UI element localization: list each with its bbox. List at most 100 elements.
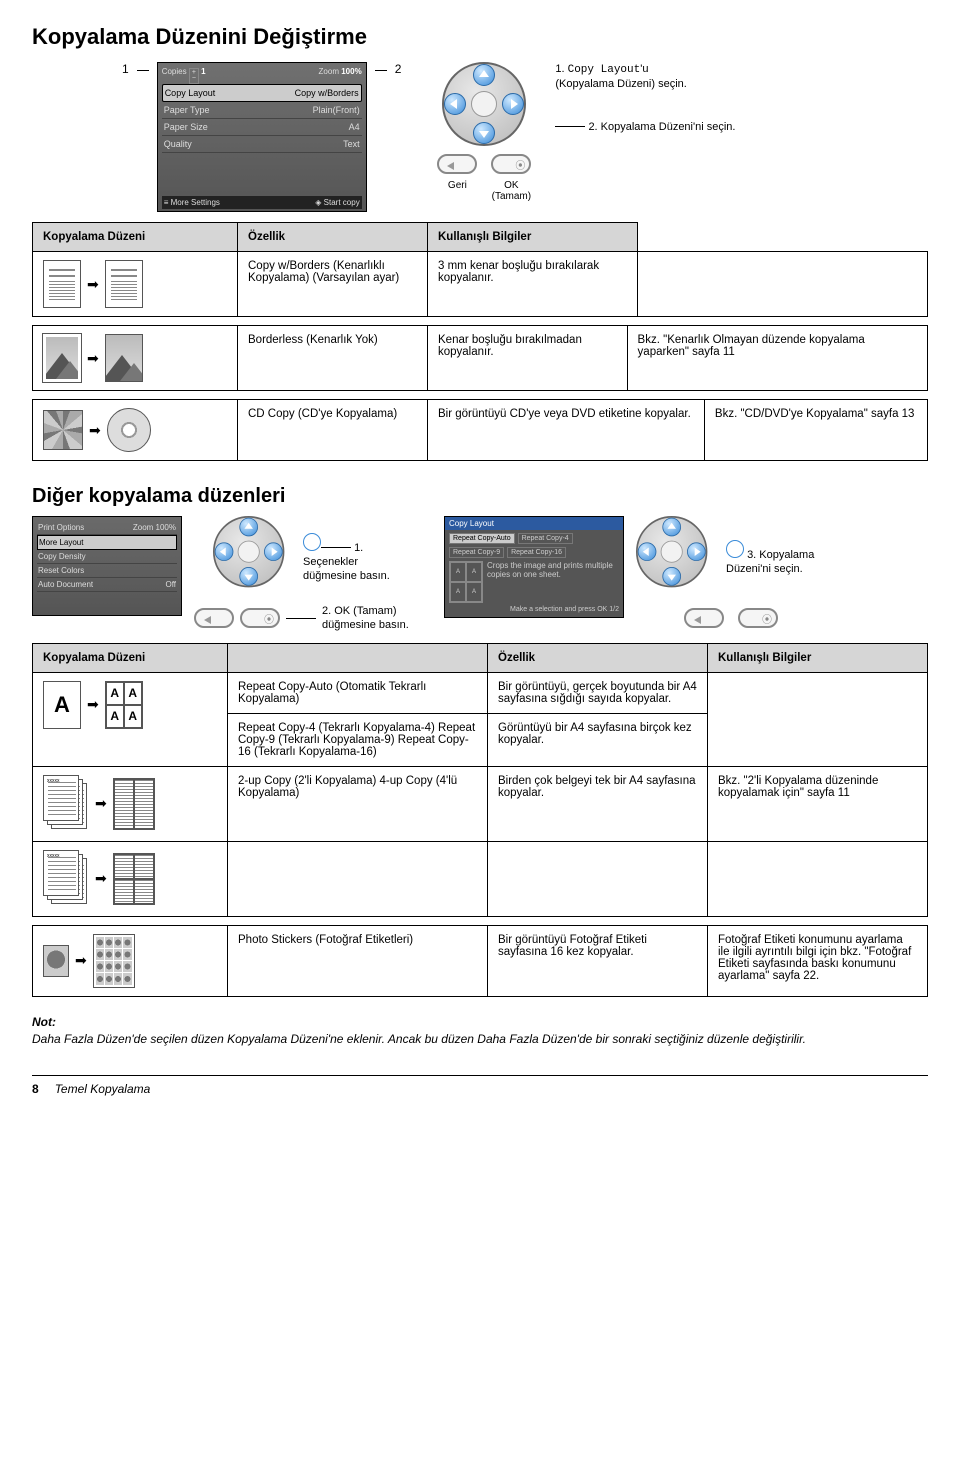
layout-name: 2-up Copy (2'li Kopyalama) 4-up Copy (4'… — [228, 766, 488, 841]
step2-caption: 2. OK (Tamam) düğmesine basın. — [322, 604, 432, 633]
page-thumb-icon — [43, 260, 81, 308]
sticker-sheet-icon — [93, 934, 135, 988]
arrow-right-icon: ➡ — [75, 952, 87, 969]
table-row: ➡ Copy w/Borders (Kenarlıklı Kopyalama) … — [33, 252, 928, 317]
photo-thumb-border-icon — [43, 334, 81, 382]
layout-feature: Bir görüntüyü CD'ye veya DVD etiketine k… — [428, 400, 705, 461]
popup-option: Repeat Copy-16 — [507, 547, 566, 558]
photo-thumb-icon — [105, 334, 143, 382]
page-number: 8 — [32, 1082, 39, 1096]
marker-2: 2 — [395, 62, 402, 76]
layout-feature: Bir görüntüyü, gerçek boyutunda bir A4 s… — [488, 672, 708, 713]
page-title: Kopyalama Düzenini Değiştirme — [32, 24, 928, 50]
lcd-copy-layout-label: Copy Layout — [165, 88, 216, 98]
table2-h3: Kullanışlı Bilgiler — [708, 643, 928, 672]
lcd-screen: Copies +− 1 Zoom 100% Copy Layout Copy w… — [157, 62, 367, 212]
popup-option: Repeat Copy-9 — [449, 547, 504, 558]
image-thumb-icon — [43, 410, 83, 450]
note-label: Not: — [32, 1015, 928, 1029]
lcd-zoom-label: Zoom — [319, 67, 339, 76]
layout-info: Bkz. "Kenarlık Olmayan düzende kopyalama… — [627, 326, 927, 391]
layout-name: CD Copy (CD'ye Kopyalama) — [238, 400, 428, 461]
table1-h1: Kopyalama Düzeni — [33, 223, 238, 252]
sticker-thumb-icon — [43, 945, 69, 977]
layout-table-1b: ➡ Borderless (Kenarlık Yok) Kenar boşluğ… — [32, 325, 928, 391]
copy-layout-popup: Copy Layout Repeat Copy-Auto Repeat Copy… — [444, 516, 624, 618]
layout-info — [638, 252, 928, 317]
lcd-row-paper-size: Paper SizeA4 — [162, 119, 362, 136]
section2-title: Diğer kopyalama düzenleri — [32, 485, 928, 508]
dpad-control-small — [636, 516, 707, 587]
back-button[interactable] — [194, 608, 234, 628]
lcd-copy-layout-value: Copy w/Borders — [295, 88, 359, 98]
popup-footer: Make a selection and press OK 1/2 — [449, 606, 619, 613]
step-bubble-icon — [726, 540, 744, 558]
layout-table-2b: ➡ Photo Stickers (Fotoğraf Etiketleri) B… — [32, 925, 928, 997]
lcd-row-paper-type: Paper TypePlain(Front) — [162, 102, 362, 119]
layout-name: Borderless (Kenarlık Yok) — [238, 326, 428, 391]
layout-info: Bkz. "2'li Kopyalama düzeninde kopyalama… — [708, 766, 928, 841]
leader-line — [375, 70, 387, 71]
page-footer: 8 Temel Kopyalama — [32, 1075, 928, 1096]
lcd-more-settings: ≡ More Settings — [164, 198, 220, 207]
arrow-right-icon: ➡ — [89, 422, 101, 439]
layout-name: Repeat Copy-Auto (Otomatik Tekrarlı Kopy… — [228, 672, 488, 713]
layout-feature: Kenar boşluğu bırakılmadan kopyalanır. — [428, 326, 628, 391]
table-row: A ➡ AA AA Repeat Copy-Auto (Otomatik Tek… — [33, 672, 928, 713]
ok-button[interactable] — [738, 608, 778, 628]
table-row: ➡ Photo Stickers (Fotoğraf Etiketleri) B… — [33, 925, 928, 996]
layout-table-2: Kopyalama Düzeni Özellik Kullanışlı Bilg… — [32, 643, 928, 917]
cd-thumb-icon — [107, 408, 151, 452]
layout-feature: Görüntüyü bir A4 sayfasına birçok kez ko… — [488, 713, 708, 766]
layout-table-1c: ➡ CD Copy (CD'ye Kopyalama) Bir görüntüy… — [32, 399, 928, 461]
back-button[interactable] — [437, 154, 477, 174]
lcd-row-quality: QualityText — [162, 136, 362, 153]
layout-info — [708, 672, 928, 766]
twocol-thumb-icon — [113, 778, 155, 830]
layout-feature: 3 mm kenar boşluğu bırakılarak kopyalanı… — [428, 252, 638, 317]
arrow-right-icon: ➡ — [95, 795, 107, 812]
dpad-ok-button[interactable] — [238, 541, 260, 563]
letter-thumb-icon: A — [43, 681, 81, 729]
top-captions: 1. Copy Layout'u (Kopyalama Düzeni) seçi… — [555, 62, 735, 134]
lcd-copies-label: Copies — [162, 67, 187, 76]
note-body: Daha Fazla Düzen'de seçilen düzen Kopyal… — [32, 1031, 928, 1047]
back-button[interactable] — [684, 608, 724, 628]
popup-option: Repeat Copy-4 — [518, 533, 573, 544]
table-row: xxxxx xxxxx ➡ 2-up Copy (2'li Kopyalama)… — [33, 766, 928, 841]
layout-name: Repeat Copy-4 (Tekrarlı Kopyalama-4) Rep… — [228, 713, 488, 766]
lcd-start-copy: ◈ Start copy — [315, 198, 359, 207]
ok-button[interactable] — [491, 154, 531, 174]
layout-name: Photo Stickers (Fotoğraf Etiketleri) — [228, 925, 488, 996]
dpad-control-small — [213, 516, 284, 587]
marker-1: 1 — [122, 62, 129, 76]
popup-option: Repeat Copy-Auto — [449, 533, 515, 544]
table1-h2: Özellik — [238, 223, 428, 252]
layout-feature: Birden çok belgeyi tek bir A4 sayfasına … — [488, 766, 708, 841]
back-label: Geri — [437, 180, 477, 202]
fourcol-thumb-icon — [113, 853, 155, 905]
ok-button[interactable] — [240, 608, 280, 628]
table2-h2: Özellik — [488, 643, 708, 672]
dpad-control — [442, 62, 526, 146]
leader-line — [137, 70, 149, 71]
arrow-right-icon: ➡ — [87, 276, 99, 293]
arrow-right-icon: ➡ — [87, 350, 99, 367]
popup-preview-icon: AA AA — [449, 561, 483, 603]
layout-info: Fotoğraf Etiketi konumunu ayarlama ile i… — [708, 925, 928, 996]
lcd-zoom-value: 100% — [341, 67, 361, 76]
popup-title: Copy Layout — [445, 517, 623, 530]
dpad-ok-button[interactable] — [661, 541, 683, 563]
plus-minus-icon: +− — [189, 68, 199, 84]
multidoc-thumb-icon: xxxxx xxxxx — [43, 850, 89, 908]
table-row: ➡ CD Copy (CD'ye Kopyalama) Bir görüntüy… — [33, 400, 928, 461]
layout-feature: Bir görüntüyü Fotoğraf Etiketi sayfasına… — [488, 925, 708, 996]
grid-thumb-icon: AA AA — [105, 681, 143, 729]
ok-label: OK (Tamam) — [491, 180, 531, 202]
steps-diagram: Print OptionsZoom 100% More Layout Copy … — [32, 516, 928, 633]
table-row: xxxxx xxxxx ➡ — [33, 841, 928, 916]
arrow-right-icon: ➡ — [87, 696, 99, 713]
mini-lcd: Print OptionsZoom 100% More Layout Copy … — [32, 516, 182, 616]
multidoc-thumb-icon: xxxxx xxxxx — [43, 775, 89, 833]
popup-desc: Crops the image and prints multiple copi… — [487, 561, 619, 603]
